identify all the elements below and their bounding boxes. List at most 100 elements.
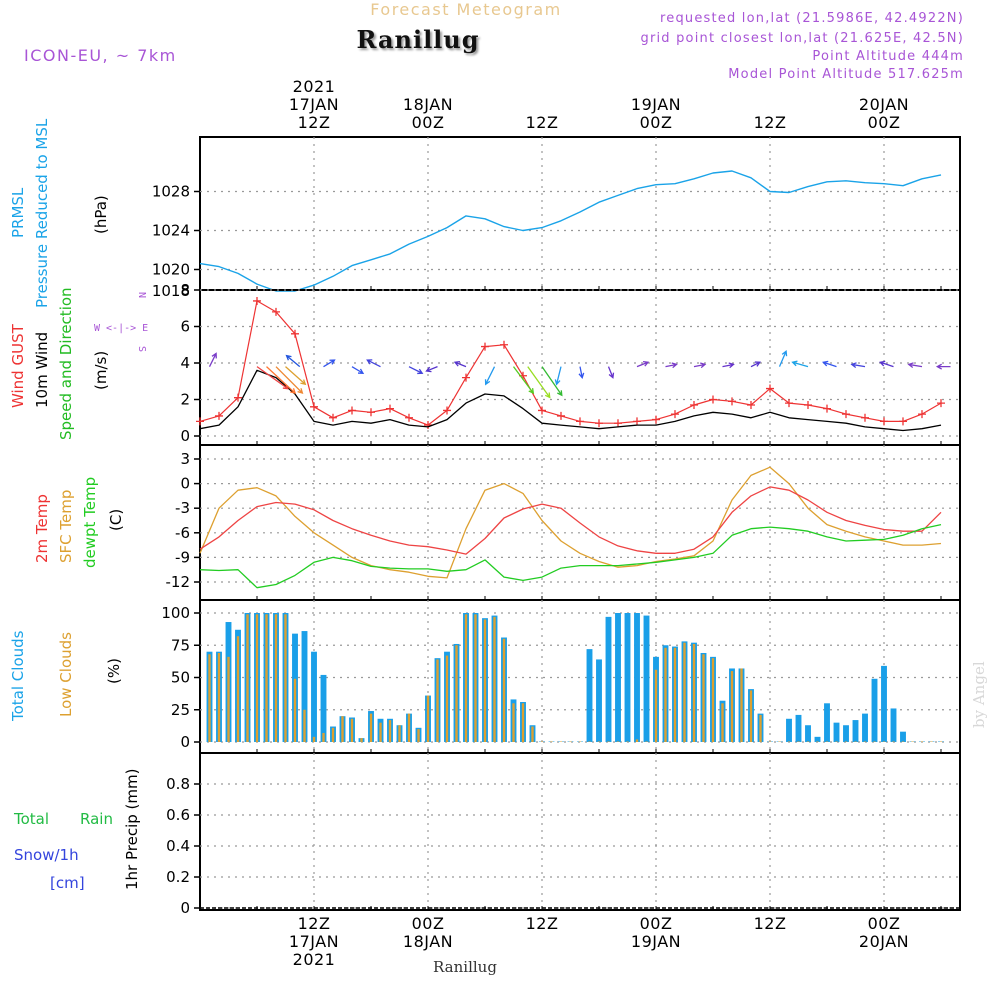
gust-marker <box>196 417 204 426</box>
low-clouds-bar <box>227 656 230 742</box>
time-label-bottom: 18JAN <box>403 932 453 951</box>
low-clouds-bar <box>474 614 477 742</box>
low-clouds-bar <box>407 713 411 742</box>
y-tick-label: 50 <box>171 669 190 687</box>
gust-marker <box>823 404 831 413</box>
wind-direction-arrow <box>275 366 304 395</box>
time-label-bottom: 12Z <box>526 914 559 933</box>
low-clouds-bar <box>816 741 819 742</box>
time-label-top: 12Z <box>526 113 559 132</box>
low-clouds-bar <box>911 741 914 742</box>
wind-direction-arrow <box>351 366 365 374</box>
total-clouds-bar <box>311 651 317 742</box>
gust-marker <box>861 413 869 422</box>
gust-marker <box>766 384 774 393</box>
low-clouds-bar <box>284 614 287 742</box>
clouds-axis-labels: Total Clouds Low Clouds (%) <box>9 630 123 722</box>
low-clouds-bar <box>483 619 487 742</box>
wind-direction-arrow <box>453 361 467 368</box>
time-label-bottom: 12Z <box>298 914 331 933</box>
total-clouds-bar <box>881 665 887 742</box>
low-clouds-bar <box>588 741 591 742</box>
total-clouds-bar <box>615 613 621 742</box>
gust-marker <box>842 410 850 419</box>
y-tick-label: 25 <box>171 701 190 719</box>
time-label-top: 00Z <box>868 113 901 132</box>
gust-marker <box>804 400 812 409</box>
low-clouds-bar <box>578 741 582 742</box>
wind-direction-arrow <box>665 362 678 369</box>
low-clouds-bar <box>274 614 278 742</box>
wind-unit: (m/s) <box>92 351 110 390</box>
y-tick-label: 0.4 <box>166 837 190 855</box>
wind-direction-arrow <box>778 350 788 367</box>
wind-direction-arrow <box>636 361 650 368</box>
location-title: Ranillug <box>356 25 479 54</box>
wind-direction-arrow <box>578 366 585 379</box>
low-clouds-bar <box>683 642 686 742</box>
gust-marker <box>500 340 508 349</box>
gust-marker <box>329 413 337 422</box>
wind-direction-arrow <box>484 366 496 386</box>
total-clouds-bar <box>605 616 612 742</box>
wind10m-label: 10m Wind <box>33 332 51 408</box>
total-clouds-bar <box>805 725 811 742</box>
low-clouds-bar <box>835 741 838 742</box>
low-clouds-bar <box>455 645 458 742</box>
low-clouds-bar <box>797 741 800 742</box>
y-tick-label: 1028 <box>152 183 190 201</box>
low-clouds-bar <box>531 726 534 742</box>
gust-marker <box>690 400 698 409</box>
temperature-axis-labels: 2m Temp SFC Temp dewpt Temp (C) <box>33 477 125 568</box>
pressure-panel: 1020 1024 1028 1018 <box>152 136 961 300</box>
gust-marker <box>215 411 223 420</box>
time-label-top: 17JAN <box>289 95 339 114</box>
temp2m-label: 2m Temp <box>33 494 51 563</box>
precip-panel: 0 0.2 0.4 0.6 0.8 <box>166 752 961 917</box>
wind-direction-arrow <box>822 360 837 368</box>
y-tick-label: -12 <box>166 573 191 591</box>
temp2m-line <box>199 486 942 555</box>
time-label-bottom: 00Z <box>868 914 901 933</box>
total-clouds-bar <box>320 674 327 742</box>
total-clouds-bar <box>843 725 849 742</box>
low-clouds-bar <box>493 616 496 742</box>
low-clouds-bar <box>702 654 705 742</box>
gust-marker <box>234 393 242 402</box>
gust-line <box>199 300 942 426</box>
low-clouds-bar <box>426 695 430 742</box>
pressure-axis-labels: PRMSL Pressure Reduced to MSL (hPa) <box>9 118 110 308</box>
total-clouds-bar <box>862 713 868 742</box>
legend-snow: Snow/1h <box>14 846 79 864</box>
wind-panel: 0 2 4 6 8 <box>180 281 961 446</box>
low-clouds-bar <box>217 652 221 742</box>
footer-location: Ranillug <box>433 958 497 976</box>
wind-direction-arrow <box>408 366 424 375</box>
low-clouds-bar <box>673 647 677 742</box>
low-clouds-bar <box>939 741 943 742</box>
total-clouds-bar <box>795 714 802 742</box>
low-clouds-bar <box>825 741 829 742</box>
gust-marker <box>253 296 261 305</box>
gust-marker <box>918 410 926 419</box>
low-clouds-bar <box>616 741 620 742</box>
wind-direction-arrow <box>285 366 307 386</box>
time-label-top: 19JAN <box>631 95 681 114</box>
low-clouds-bar <box>759 714 762 742</box>
y-tick-label: 100 <box>161 604 190 622</box>
gust-marker <box>348 406 356 415</box>
wind-direction-arrow <box>366 359 381 368</box>
gust-marker <box>424 421 432 430</box>
wind-direction-arrow <box>693 362 707 369</box>
gust-marker <box>272 307 280 316</box>
legend-total: Total <box>13 810 49 828</box>
low-clouds-bar <box>502 638 506 742</box>
gust-marker <box>367 408 375 417</box>
gust-marker <box>652 415 660 424</box>
low-clouds-bar <box>360 738 363 742</box>
low-clouds-bar <box>369 713 373 742</box>
low-clouds-bar <box>768 741 772 742</box>
wind-direction-arrow <box>750 361 762 368</box>
time-label-top: 12Z <box>754 113 787 132</box>
